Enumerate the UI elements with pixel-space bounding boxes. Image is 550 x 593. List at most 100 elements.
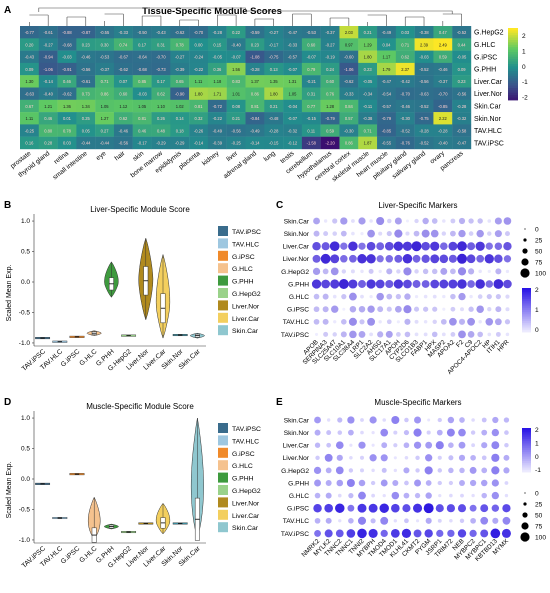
color-legend-step bbox=[522, 317, 531, 320]
dot-mark bbox=[384, 241, 394, 251]
heatmap-cell-label: 0.65 bbox=[176, 79, 185, 84]
heatmap-cell-label: 1.05 bbox=[138, 104, 147, 109]
dot-mark bbox=[414, 492, 421, 499]
dot-mark bbox=[401, 528, 412, 539]
dot-mark bbox=[423, 503, 434, 514]
heatmap-cell bbox=[264, 112, 284, 125]
heatmap-cell bbox=[20, 38, 39, 51]
dot-mark bbox=[436, 429, 443, 436]
heatmap-cell bbox=[264, 136, 284, 150]
dot-mark bbox=[495, 331, 501, 337]
dot-mark bbox=[376, 216, 385, 226]
heatmap-cell bbox=[433, 99, 453, 113]
heatmap-cell bbox=[38, 26, 58, 39]
heatmap-cell bbox=[207, 99, 227, 113]
heatmap-cell-label: -0.52 bbox=[419, 141, 429, 146]
heatmap-cell bbox=[245, 136, 265, 150]
heatmap-cell-label: 1.80 bbox=[364, 55, 373, 60]
heatmap-cell bbox=[207, 87, 227, 100]
heatmap-cell bbox=[283, 112, 303, 125]
legend-gradient-step bbox=[508, 68, 518, 72]
dot-mark bbox=[415, 519, 420, 523]
dot-gene-label: C9 bbox=[464, 339, 475, 350]
heatmap-cell bbox=[414, 136, 434, 150]
dot-mark bbox=[332, 294, 337, 299]
legend-label: Liver.Nor bbox=[232, 303, 260, 310]
x-tick-label: G.iPSC bbox=[60, 545, 82, 565]
dot-mark bbox=[412, 254, 421, 263]
dot-mark bbox=[442, 307, 446, 311]
dot-mark bbox=[404, 417, 409, 423]
heatmap-cell-label: -0.40 bbox=[438, 141, 448, 146]
y-tick-label: 0.0 bbox=[21, 476, 30, 483]
heatmap-cell bbox=[283, 124, 303, 137]
heatmap-cell-label: 0.81 bbox=[195, 104, 204, 109]
heatmap-cell-label: -0.07 bbox=[288, 116, 298, 121]
dot-mark bbox=[457, 279, 467, 289]
size-legend-dot bbox=[524, 228, 526, 230]
dot-mark bbox=[468, 306, 474, 312]
color-legend-step bbox=[522, 442, 531, 445]
dot-mark bbox=[502, 516, 511, 525]
dot-mark bbox=[425, 517, 432, 524]
dot-mark bbox=[404, 456, 409, 460]
dot-mark bbox=[448, 279, 458, 289]
dot-mark bbox=[458, 441, 466, 449]
heatmap-cell-label: -0.77 bbox=[25, 30, 35, 35]
heatmap-cell-label: 0.30 bbox=[101, 42, 110, 47]
heatmap-row-label: TAV.iPSC bbox=[474, 140, 504, 147]
dot-mark bbox=[504, 442, 509, 448]
dot-mark bbox=[396, 269, 401, 274]
dot-mark bbox=[326, 418, 331, 422]
size-legend-dot bbox=[520, 268, 530, 278]
heatmap-row-label: Skin.Nor bbox=[474, 116, 502, 123]
heatmap-cell bbox=[339, 87, 359, 100]
legend-label: G.PHH bbox=[232, 476, 254, 483]
heatmap-cell-label: 0.03 bbox=[63, 141, 72, 146]
legend-gradient-step bbox=[508, 52, 518, 55]
dot-mark bbox=[394, 305, 402, 313]
heatmap-cell bbox=[226, 99, 246, 113]
heatmap-cell-label: 1.87 bbox=[364, 141, 373, 146]
heatmap-cell bbox=[452, 87, 472, 100]
dot-mark bbox=[313, 503, 322, 513]
heatmap-cell-label: -0.27 bbox=[269, 30, 279, 35]
dot-mark bbox=[425, 480, 432, 486]
dot-mark bbox=[423, 294, 428, 299]
legend-label: Skin.Car bbox=[232, 525, 259, 532]
dot-mark bbox=[369, 332, 373, 337]
dot-mark bbox=[447, 416, 455, 424]
heatmap-cell-label: 0.86 bbox=[101, 91, 110, 96]
dot-mark bbox=[421, 241, 430, 251]
dot-mark bbox=[348, 518, 354, 524]
heatmap-cell bbox=[207, 62, 227, 76]
dot-row-label: Skin.Nor bbox=[284, 430, 310, 437]
dot-mark bbox=[480, 516, 489, 525]
heatmap-cell bbox=[358, 112, 378, 125]
heatmap-cell-label: 0.62 bbox=[401, 55, 410, 60]
dot-mark bbox=[460, 493, 464, 498]
heatmap-cell-label: -0.79 bbox=[325, 116, 335, 121]
dot-mark bbox=[324, 503, 333, 513]
dot-mark bbox=[468, 218, 474, 224]
heatmap-cell-label: -0.33 bbox=[344, 91, 354, 96]
heatmap-cell-label: -0.26 bbox=[194, 128, 204, 133]
dot-mark bbox=[377, 306, 384, 313]
dot-mark bbox=[360, 468, 364, 473]
dot-mark bbox=[448, 442, 454, 448]
muscle-violin-title: Muscle-Specific Module Score bbox=[86, 402, 194, 411]
color-legend-label: 1 bbox=[535, 307, 539, 314]
dot-mark bbox=[495, 306, 502, 313]
heatmap-row-label: TAV.HLC bbox=[474, 128, 502, 135]
heatmap-cell-label: -0.39 bbox=[213, 141, 223, 146]
legend-gradient-step bbox=[508, 83, 518, 86]
dot-mark bbox=[449, 493, 453, 498]
legend-swatch bbox=[218, 509, 228, 520]
heatmap-cell-label: 0.85 bbox=[138, 79, 147, 84]
dot-mark bbox=[480, 504, 489, 513]
heatmap-cell-label: -0.11 bbox=[363, 104, 373, 109]
heatmap-cell bbox=[113, 75, 133, 88]
dot-mark bbox=[313, 318, 320, 325]
heatmap-cell-label: 0.15 bbox=[213, 42, 222, 47]
heatmap-cell bbox=[207, 75, 227, 88]
